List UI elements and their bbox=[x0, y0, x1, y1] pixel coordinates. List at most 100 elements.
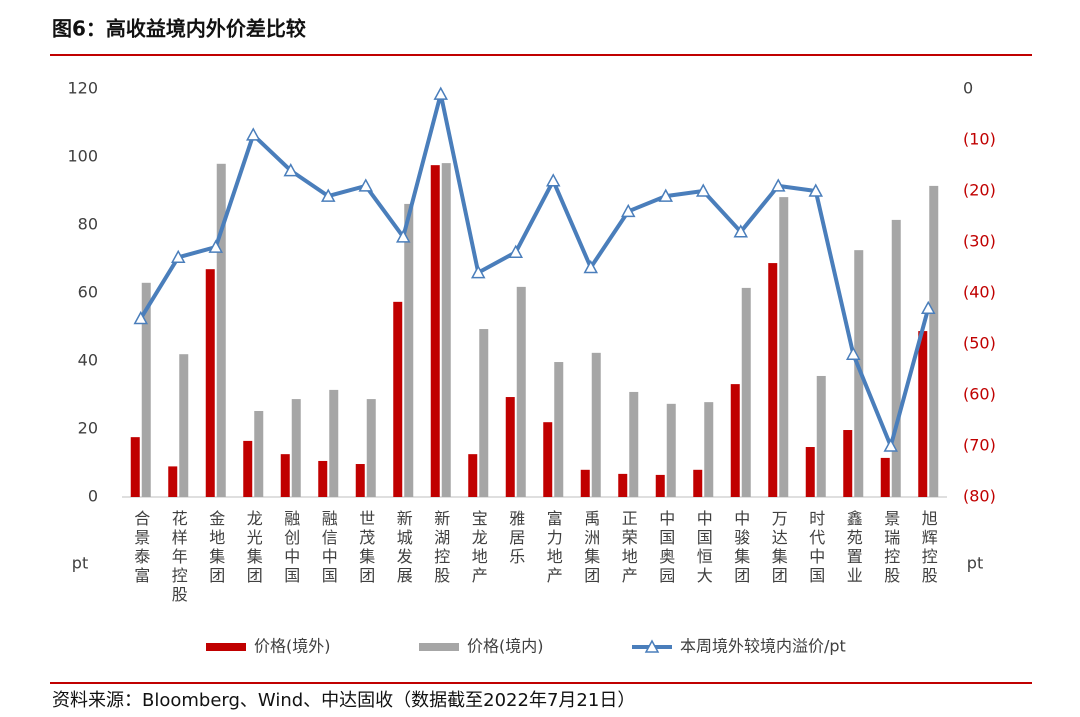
marker bbox=[545, 173, 561, 187]
x-tick-label: 新湖控股 bbox=[431, 510, 450, 586]
bar bbox=[666, 403, 676, 497]
bar bbox=[693, 469, 703, 497]
marker bbox=[470, 265, 486, 279]
x-tick-label: 旭辉控股 bbox=[919, 510, 938, 586]
bar bbox=[730, 384, 740, 497]
marker bbox=[620, 203, 636, 218]
bar bbox=[243, 440, 253, 497]
bar bbox=[430, 165, 440, 497]
bar bbox=[318, 460, 328, 497]
marker bbox=[208, 239, 224, 253]
marker bbox=[133, 310, 149, 325]
bar bbox=[505, 397, 515, 497]
y-axis-label: pt bbox=[72, 554, 88, 573]
bar bbox=[768, 263, 778, 497]
bar bbox=[291, 399, 301, 497]
bar bbox=[516, 286, 526, 497]
x-tick-label: 富力地产 bbox=[544, 510, 563, 586]
x-tick-label: 新城发展 bbox=[394, 510, 413, 586]
marker bbox=[808, 183, 824, 197]
x-tick-label: 中骏集团 bbox=[731, 510, 750, 586]
bar bbox=[179, 354, 189, 497]
x-tick-label: 融创中国 bbox=[281, 510, 300, 586]
bar bbox=[168, 466, 178, 497]
x-tick-label: 鑫苑置业 bbox=[844, 509, 863, 586]
y2-tick-label: (70) bbox=[963, 436, 996, 455]
marker bbox=[583, 259, 599, 274]
x-tick-label: 金地集团 bbox=[206, 510, 225, 586]
bar bbox=[479, 329, 489, 497]
marker bbox=[508, 244, 524, 258]
x-tick-label: 正荣地产 bbox=[619, 510, 638, 586]
bar bbox=[591, 352, 601, 497]
bar bbox=[843, 430, 853, 497]
bar bbox=[441, 163, 451, 497]
legend-label: 本周境外较境内溢价/pt bbox=[680, 637, 846, 656]
marker bbox=[433, 86, 449, 100]
x-tick-label: 雅居乐 bbox=[506, 510, 525, 567]
bar bbox=[816, 375, 826, 497]
y-tick-label: 100 bbox=[67, 147, 98, 166]
x-tick-label: 中国恒大 bbox=[694, 510, 713, 586]
y-tick-label: 80 bbox=[78, 215, 98, 234]
marker bbox=[395, 229, 411, 243]
y2-tick-label: (60) bbox=[963, 385, 996, 404]
bar bbox=[891, 219, 901, 497]
marker bbox=[695, 183, 711, 197]
bar bbox=[741, 287, 751, 497]
y-tick-label: 60 bbox=[78, 283, 98, 302]
legend-swatch bbox=[206, 643, 246, 651]
x-tick-label: 景瑞控股 bbox=[881, 510, 900, 586]
bar bbox=[130, 437, 140, 497]
x-tick-label: 万达集团 bbox=[769, 510, 788, 586]
y2-axis-label: pt bbox=[967, 554, 983, 573]
marker bbox=[920, 300, 936, 315]
y-tick-label: 120 bbox=[67, 79, 98, 98]
y2-tick-label: (40) bbox=[963, 283, 996, 302]
marker bbox=[170, 249, 186, 264]
y2-tick-label: (20) bbox=[963, 181, 996, 200]
marker bbox=[883, 438, 899, 452]
y2-tick-label: (80) bbox=[963, 487, 996, 506]
legend-label: 价格(境内) bbox=[467, 637, 544, 656]
marker bbox=[358, 178, 374, 192]
bar bbox=[254, 410, 264, 497]
legend-swatch bbox=[419, 643, 459, 651]
bar bbox=[805, 447, 815, 497]
bar bbox=[554, 362, 564, 497]
bar bbox=[280, 454, 290, 497]
y2-tick-label: (50) bbox=[963, 334, 996, 353]
x-tick-label: 花样年控股 bbox=[169, 510, 188, 605]
line bbox=[139, 92, 931, 448]
y-tick-label: 20 bbox=[78, 419, 98, 438]
bar bbox=[929, 185, 939, 497]
y-tick-label: 40 bbox=[78, 351, 98, 370]
marker bbox=[283, 163, 299, 177]
bar bbox=[355, 464, 365, 497]
bar bbox=[655, 474, 665, 497]
marker bbox=[320, 188, 336, 202]
x-tick-label: 龙光集团 bbox=[244, 510, 263, 586]
y2-tick-label: (10) bbox=[963, 130, 996, 149]
bar bbox=[404, 203, 414, 498]
marker bbox=[733, 224, 749, 238]
chart-title: 图6：高收益境内外价差比较 bbox=[52, 17, 306, 41]
marker bbox=[770, 178, 786, 192]
bar bbox=[205, 269, 215, 497]
bar bbox=[393, 301, 403, 497]
marker bbox=[658, 188, 674, 202]
x-tick-label: 中国奥园 bbox=[656, 510, 675, 586]
x-tick-label: 禹洲集团 bbox=[581, 510, 600, 586]
bar bbox=[779, 197, 789, 497]
bar bbox=[468, 454, 478, 497]
marker bbox=[245, 127, 261, 141]
bar bbox=[629, 391, 639, 497]
bar bbox=[141, 282, 151, 497]
bar bbox=[918, 331, 928, 497]
y2-tick-label: (30) bbox=[963, 232, 996, 251]
x-tick-label: 世茂集团 bbox=[356, 510, 375, 586]
bar bbox=[580, 469, 590, 497]
x-tick-label: 融信中国 bbox=[319, 510, 338, 586]
bar bbox=[216, 163, 226, 498]
